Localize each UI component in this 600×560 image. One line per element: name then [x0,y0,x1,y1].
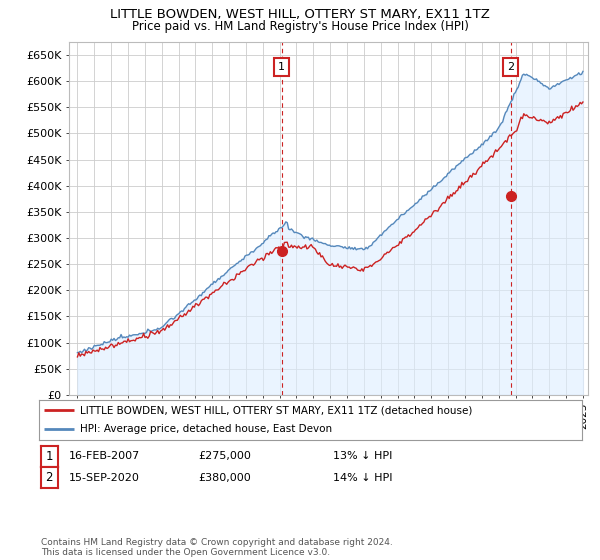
Text: 16-FEB-2007: 16-FEB-2007 [69,451,140,461]
Text: Price paid vs. HM Land Registry's House Price Index (HPI): Price paid vs. HM Land Registry's House … [131,20,469,32]
Text: 15-SEP-2020: 15-SEP-2020 [69,473,140,483]
Text: £275,000: £275,000 [198,451,251,461]
Text: Contains HM Land Registry data © Crown copyright and database right 2024.
This d: Contains HM Land Registry data © Crown c… [41,538,392,557]
Text: 2: 2 [507,62,514,72]
Text: £380,000: £380,000 [198,473,251,483]
Text: LITTLE BOWDEN, WEST HILL, OTTERY ST MARY, EX11 1TZ (detached house): LITTLE BOWDEN, WEST HILL, OTTERY ST MARY… [80,405,472,415]
Text: 1: 1 [46,450,53,463]
Text: 1: 1 [278,62,285,72]
Text: HPI: Average price, detached house, East Devon: HPI: Average price, detached house, East… [80,423,332,433]
Text: LITTLE BOWDEN, WEST HILL, OTTERY ST MARY, EX11 1TZ: LITTLE BOWDEN, WEST HILL, OTTERY ST MARY… [110,8,490,21]
Text: 2: 2 [46,471,53,484]
Text: 14% ↓ HPI: 14% ↓ HPI [333,473,392,483]
Text: 13% ↓ HPI: 13% ↓ HPI [333,451,392,461]
